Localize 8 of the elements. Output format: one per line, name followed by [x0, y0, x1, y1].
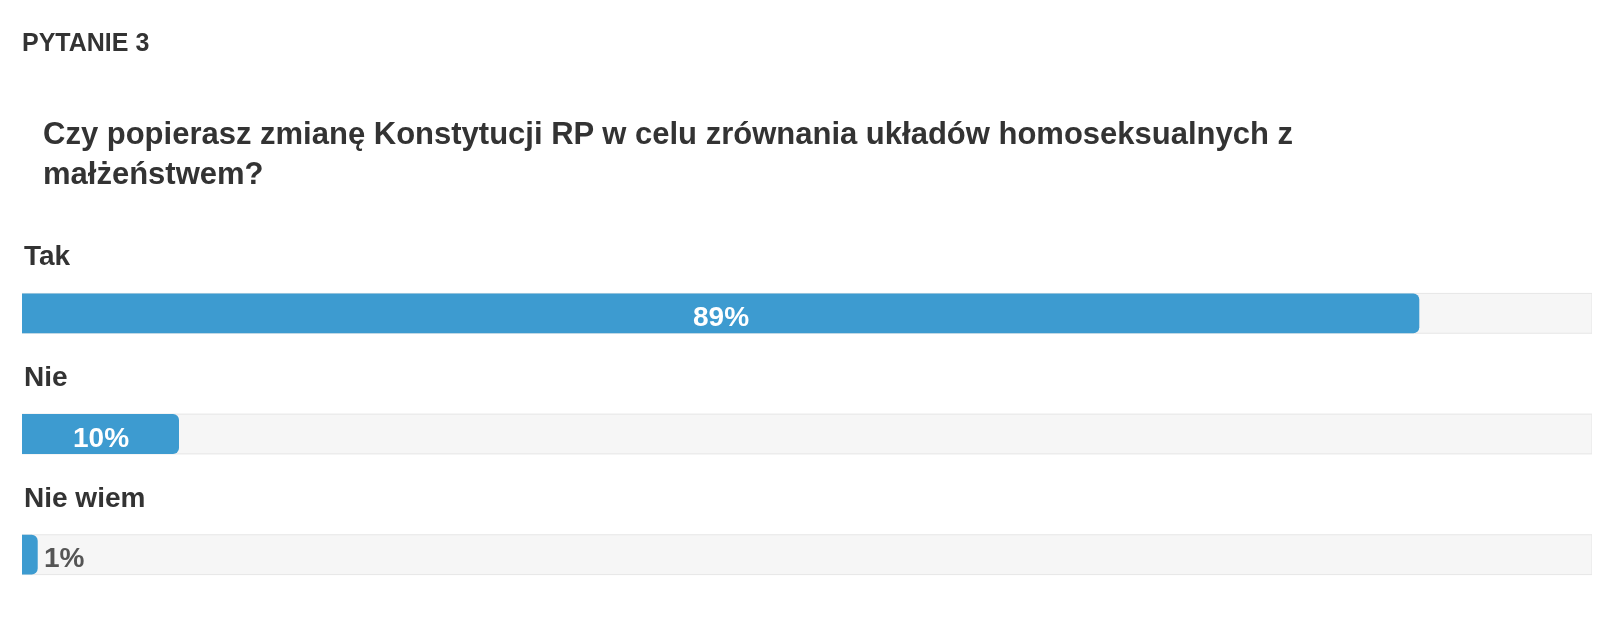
y-tick-label: Nie: [24, 361, 68, 392]
y-tick-label: Tak: [24, 240, 71, 271]
data-label: 10%: [73, 422, 130, 453]
y-tick-label: Nie wiem: [24, 482, 146, 513]
chart-title: PYTANIE 3: [22, 27, 150, 56]
data-label: 1%: [44, 542, 85, 573]
chart-subtitle: Czy popierasz zmianę Konstytucji RP w celu zrównania układów homoseksualnych z małżeństwem?: [43, 116, 1294, 192]
data-label: 89%: [693, 301, 750, 332]
